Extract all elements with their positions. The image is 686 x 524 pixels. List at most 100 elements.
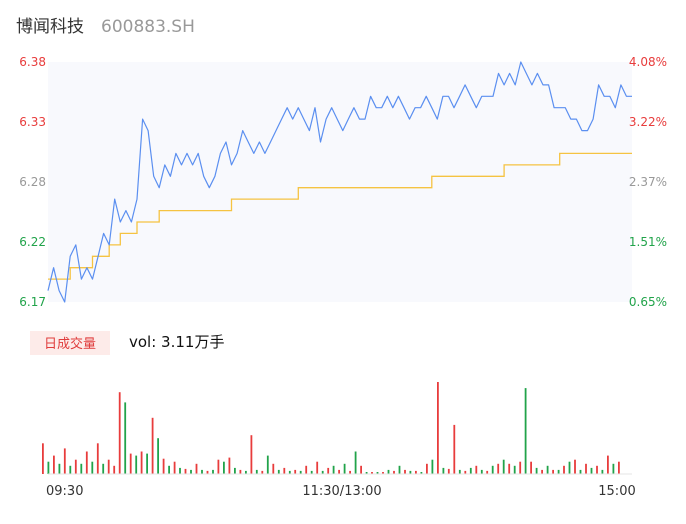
volume-bar <box>96 443 99 474</box>
volume-bar <box>129 453 132 474</box>
volume-bar <box>63 448 66 474</box>
volume-bar <box>266 455 269 474</box>
volume-bar <box>69 465 72 474</box>
volume-bar <box>42 443 44 474</box>
volume-bar <box>376 472 379 474</box>
volume-bar <box>80 463 83 474</box>
volume-bar <box>217 459 220 474</box>
volume-bar <box>272 463 275 474</box>
volume-bar <box>157 438 159 474</box>
volume-bar <box>47 461 50 474</box>
average-price-line <box>48 152 632 280</box>
volume-bar <box>184 468 187 474</box>
volume-bar <box>590 467 593 474</box>
volume-bar <box>343 463 346 474</box>
volume-bar <box>124 402 127 474</box>
stock-code: 600883.SH <box>101 17 195 37</box>
volume-bar <box>453 424 456 474</box>
time-tick-label: 11:30/13:00 <box>302 484 381 499</box>
volume-bar <box>442 467 445 474</box>
volume-bar <box>420 472 423 474</box>
volume-bar <box>338 469 340 474</box>
volume-bar <box>206 470 209 474</box>
volume-bar <box>415 470 417 474</box>
volume-bar <box>250 435 253 474</box>
volume-bar <box>530 461 532 474</box>
stock-name: 博闻科技 <box>16 17 84 37</box>
percent-tick-label: 3.22% <box>629 115 667 129</box>
volume-bar <box>332 465 335 474</box>
volume-value: vol: 3.11万手 <box>129 333 224 351</box>
price-tick-label: 6.38 <box>19 55 46 69</box>
volume-bar <box>321 470 324 474</box>
volume-bar <box>365 472 368 474</box>
volume-bar <box>458 469 461 474</box>
price-line <box>47 61 632 303</box>
volume-bar <box>596 465 598 474</box>
price-series <box>47 61 632 303</box>
volume-bar <box>607 455 609 474</box>
volume-bar <box>546 465 549 474</box>
time-axis: 09:30 11:30/13:00 15:00 <box>46 484 636 499</box>
volume-bar <box>552 469 554 474</box>
volume-bar <box>431 459 434 474</box>
volume-bar <box>349 470 351 474</box>
volume-bar <box>102 463 105 474</box>
volume-bar <box>283 467 286 474</box>
percent-tick-label: 4.08% <box>629 55 667 69</box>
volume-bar <box>557 469 560 474</box>
volume-bar <box>382 472 384 474</box>
volume-bar <box>310 470 313 474</box>
volume-bar <box>491 465 494 474</box>
volume-bar <box>541 469 543 474</box>
average-price-series <box>48 152 632 280</box>
volume-bar <box>618 461 620 474</box>
volume-bar <box>360 465 362 474</box>
volume-bar <box>404 469 406 474</box>
volume-bar <box>294 469 297 474</box>
volume-bar <box>212 469 214 474</box>
volume-bar <box>316 461 319 474</box>
volume-bar <box>426 463 428 474</box>
volume-bar <box>513 465 516 474</box>
volume-bar <box>398 465 401 474</box>
volume-bar <box>113 465 116 474</box>
volume-badge-label: 日成交量 <box>44 336 96 352</box>
volume-bar <box>91 461 94 474</box>
volume-bar <box>437 382 439 474</box>
percent-tick-label: 2.37% <box>629 175 667 189</box>
volume-bar <box>327 467 330 474</box>
volume-bar <box>228 457 231 474</box>
price-tick-label: 6.33 <box>19 115 46 129</box>
volume-bar <box>195 463 198 474</box>
volume-bar <box>255 469 258 474</box>
time-tick-label: 09:30 <box>46 484 83 499</box>
price-tick-label: 6.28 <box>19 175 46 189</box>
volume-bar <box>447 468 450 474</box>
price-plot-area <box>48 62 632 302</box>
price-tick-label: 6.17 <box>19 295 46 309</box>
volume-bar <box>535 467 538 474</box>
volume-bar <box>497 463 500 474</box>
volume-bar <box>85 451 88 474</box>
volume-bar <box>524 388 527 474</box>
price-axis: 6.38 6.33 6.28 6.22 6.17 <box>19 55 46 309</box>
volume-bar <box>146 453 148 474</box>
volume-bar <box>585 463 587 474</box>
volume-bar <box>168 465 170 474</box>
volume-bar <box>574 459 576 474</box>
volume-bar <box>239 469 242 474</box>
volume-bar <box>393 470 395 474</box>
volume-bar <box>519 461 522 474</box>
volume-bar <box>502 459 505 474</box>
volume-bar <box>179 467 181 474</box>
volume-bar <box>486 470 489 474</box>
price-tick-label: 6.22 <box>19 235 46 249</box>
volume-bar <box>135 455 138 474</box>
volume-bar <box>475 465 478 474</box>
volume-badge <box>30 331 110 355</box>
volume-bar <box>190 469 192 474</box>
volume-bar <box>234 467 236 474</box>
volume-bar <box>299 470 302 474</box>
